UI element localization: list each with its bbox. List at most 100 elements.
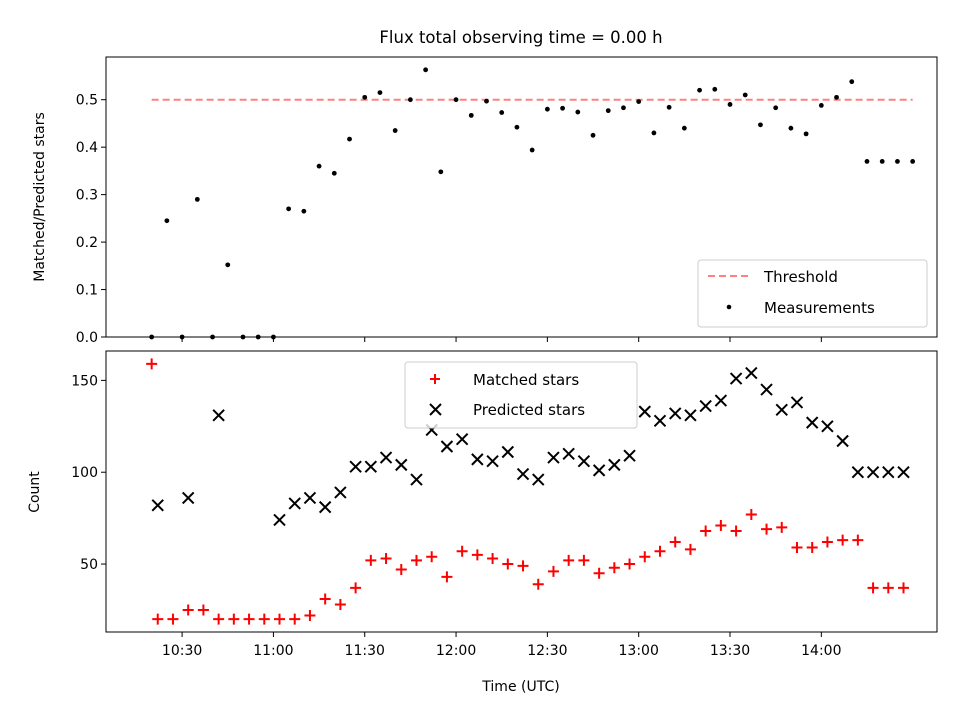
predicted-star-marker (181, 491, 195, 505)
predicted-star-marker (395, 458, 408, 472)
predicted-star-marker (699, 399, 712, 413)
x-tick-label: 10:30 (162, 643, 202, 659)
ratio-legend: Threshold Measurements (697, 259, 928, 328)
predicted-star-marker (455, 432, 469, 446)
predicted-star-marker (151, 499, 164, 512)
measurement-point (423, 67, 429, 73)
matched-star-marker (715, 519, 727, 531)
predicted-star-marker (760, 383, 773, 396)
predicted-star-marker (547, 451, 560, 464)
measurement-point (544, 106, 550, 112)
predicted-star-marker (562, 447, 575, 461)
matched-star-marker (654, 545, 666, 557)
predicted-star-marker (288, 497, 301, 510)
predicted-star-marker (897, 466, 910, 479)
matched-star-marker (471, 549, 483, 561)
ratio-axes-frame (105, 56, 938, 338)
predicted-star-marker (821, 420, 834, 433)
matched-star-marker (334, 598, 346, 610)
matched-star-marker (304, 609, 316, 621)
measurement-point (194, 196, 200, 202)
matched-star-marker (213, 613, 225, 625)
measurement-point (347, 136, 352, 142)
matched-star-marker (791, 542, 803, 554)
predicted-star-marker (790, 396, 804, 409)
matched-star-marker (837, 534, 849, 546)
measurement-point (392, 128, 398, 133)
matched-star-marker (274, 613, 286, 625)
matched-star-marker (350, 582, 362, 594)
measurement-point (910, 159, 916, 164)
predicted-star-marker (836, 434, 849, 448)
matched-star-marker (243, 613, 255, 625)
matched-star-marker (761, 523, 773, 535)
x-tick-label: 13:00 (619, 643, 659, 659)
measurement-point (331, 170, 337, 176)
ratio-y-tick-label: 0.3 (76, 188, 98, 204)
measurement-point (453, 97, 459, 103)
measurement-point (636, 99, 642, 105)
measurement-point (666, 104, 672, 110)
measurement-point (834, 94, 839, 100)
matched-star-marker (806, 542, 818, 554)
ratio-y-tick-label: 0.5 (76, 93, 98, 109)
measurement-point (438, 169, 444, 175)
ratio-legend-box (697, 259, 928, 328)
measurement-point (895, 159, 900, 164)
ratio-ticks: 0.0 0.1 0.2 0.3 0.4 0.5 (76, 93, 822, 346)
legend-predicted-swatch (429, 403, 442, 416)
matched-star-marker (700, 525, 712, 537)
matched-star-marker (578, 554, 590, 566)
predicted-star-marker (714, 394, 728, 407)
matched-star-marker (639, 551, 651, 563)
count-y-tick-label: 50 (80, 557, 98, 573)
legend-matched-label: Matched stars (473, 371, 579, 389)
matched-star-marker (669, 536, 681, 548)
predicted-star-marker (775, 403, 788, 416)
x-tick-label: 13:30 (710, 643, 750, 659)
predicted-star-marker (273, 513, 286, 527)
x-tick-label: 11:30 (345, 643, 385, 659)
count-y-tick-label: 150 (71, 373, 98, 389)
predicted-star-marker (669, 407, 682, 420)
predicted-star-marker (501, 445, 515, 459)
predicted-star-marker (653, 414, 667, 427)
measurement-point (499, 110, 505, 115)
measurement-point (164, 218, 170, 224)
measurement-point (590, 132, 596, 138)
matched-star-marker (426, 551, 438, 563)
ratio-panel: 0.0 0.1 0.2 0.3 0.4 0.5 Matched/Predicted sta… (32, 56, 938, 346)
measurement-point (681, 125, 687, 131)
matched-star-marker (532, 578, 544, 590)
measurement-point (514, 124, 520, 130)
predicted-star-marker (638, 405, 651, 418)
legend-matched-swatch (430, 374, 440, 384)
measurement-point (484, 98, 489, 104)
x-tick-label: 14:00 (801, 643, 841, 659)
x-tick-label: 11:00 (253, 643, 293, 659)
measurement-point (712, 86, 718, 92)
matched-star-marker (852, 534, 864, 546)
ratio-y-tick-label: 0.1 (76, 283, 98, 299)
matched-star-marker (867, 582, 879, 594)
predicted-star-marker (334, 486, 347, 499)
count-y-tick-label: 100 (71, 465, 98, 481)
predicted-star-marker (592, 464, 606, 477)
measurement-point (575, 109, 581, 115)
ratio-y-axis-label: Matched/Predicted stars (32, 112, 48, 282)
measurement-point (362, 94, 368, 100)
matched-star-marker (898, 582, 910, 594)
predicted-star-marker (318, 500, 332, 514)
x-tick-label: 12:30 (527, 643, 567, 659)
legend-measurement-swatch (726, 304, 732, 310)
predicted-star-marker (684, 409, 697, 422)
predicted-star-marker (410, 473, 423, 486)
matched-star-marker (547, 565, 559, 577)
x-tick-label: 12:00 (436, 643, 476, 659)
count-panel: 50 100 150 10:30 11:00 11:30 12:00 12:30 13:00 13… (27, 350, 938, 695)
matched-star-marker (441, 571, 453, 583)
predicted-star-marker (851, 466, 865, 479)
measurement-point (742, 92, 748, 98)
measurement-point (864, 159, 870, 164)
